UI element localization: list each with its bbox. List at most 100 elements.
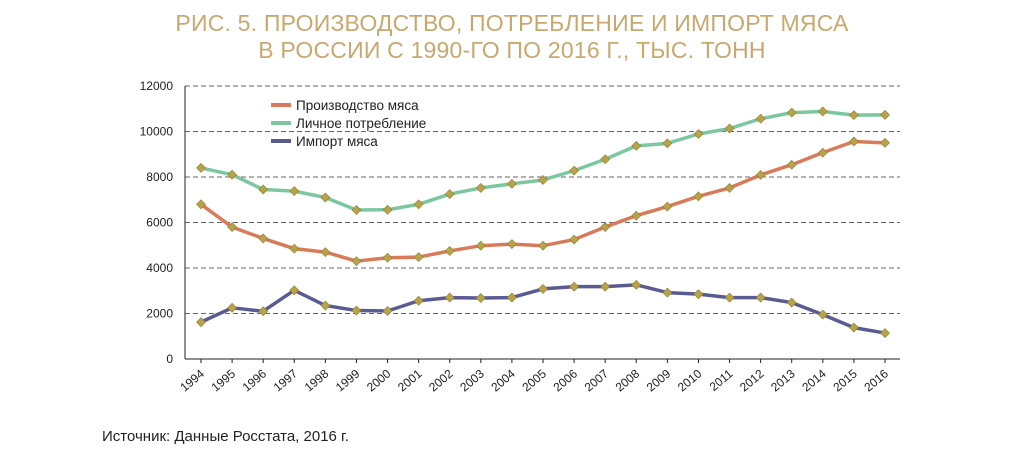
data-point <box>600 281 611 292</box>
data-point <box>289 243 300 254</box>
y-tick-label: 4000 <box>146 261 173 275</box>
data-point <box>880 137 890 148</box>
data-point <box>320 192 331 203</box>
data-point <box>258 233 269 244</box>
data-point <box>196 199 206 210</box>
x-tick-label: 2008 <box>613 366 643 394</box>
data-point <box>724 123 735 134</box>
data-point <box>227 302 238 313</box>
x-tick-label: 2006 <box>551 366 581 394</box>
data-point <box>382 252 393 263</box>
data-point <box>569 165 580 176</box>
data-point <box>444 189 455 199</box>
legend-label: Производство мяса <box>296 98 419 113</box>
data-point <box>475 182 486 193</box>
y-tick-label: 2000 <box>146 307 173 321</box>
data-point <box>444 292 455 303</box>
data-point <box>506 239 517 250</box>
data-point <box>880 328 890 338</box>
data-point <box>382 306 393 316</box>
data-point <box>880 109 890 120</box>
data-point <box>227 169 238 180</box>
data-point <box>631 210 642 221</box>
x-tick-label: 1994 <box>177 366 207 394</box>
x-tick-label: 2007 <box>582 366 612 394</box>
data-point <box>538 240 548 251</box>
data-point <box>786 159 797 170</box>
data-point <box>413 199 424 210</box>
data-point <box>413 252 424 263</box>
data-point <box>569 234 580 245</box>
data-point <box>320 300 331 311</box>
data-point <box>724 292 735 303</box>
data-point <box>351 256 362 267</box>
data-point <box>662 201 673 212</box>
data-point <box>755 113 766 124</box>
x-tick-label: 2002 <box>426 366 456 394</box>
x-tick-label: 2016 <box>861 366 891 394</box>
legend-label: Личное потребление <box>296 116 426 131</box>
data-point <box>817 106 828 117</box>
data-point <box>475 293 486 303</box>
data-point <box>289 186 300 197</box>
data-point <box>848 322 859 333</box>
x-tick-label: 1995 <box>209 366 239 394</box>
x-tick-label: 2015 <box>830 366 860 394</box>
data-point <box>351 305 362 316</box>
data-point <box>724 182 735 193</box>
data-point <box>258 306 269 317</box>
data-point <box>662 138 673 149</box>
data-point <box>196 162 206 173</box>
x-tick-label: 2001 <box>395 366 425 394</box>
x-tick-label: 2011 <box>707 366 736 394</box>
data-point <box>320 247 331 257</box>
y-tick-label: 10000 <box>140 125 174 139</box>
x-tick-label: 2012 <box>737 366 767 394</box>
data-point <box>289 285 300 296</box>
y-tick-label: 0 <box>166 352 173 366</box>
data-point <box>600 222 611 232</box>
x-tick-label: 2009 <box>644 366 674 394</box>
data-point <box>786 107 797 118</box>
source-note: Источник: Данные Росстата, 2016 г. <box>102 428 349 445</box>
data-point <box>693 129 704 139</box>
data-point <box>382 204 393 215</box>
data-point <box>258 184 269 195</box>
x-tick-label: 2014 <box>799 366 829 394</box>
data-point <box>538 175 548 185</box>
data-point <box>631 140 642 151</box>
x-tick-label: 2005 <box>519 366 549 394</box>
data-point <box>755 170 766 180</box>
chart-title-line-1: РИС. 5. ПРОИЗВОДСТВО, ПОТРЕБЛЕНИЕ И ИМПО… <box>175 10 849 36</box>
y-tick-label: 6000 <box>146 216 173 230</box>
data-point <box>662 287 673 298</box>
data-point <box>693 191 704 202</box>
x-tick-label: 2004 <box>488 366 518 394</box>
data-point <box>506 292 517 303</box>
chart-title-line-2: В РОССИИ С 1990-ГО ПО 2016 Г., ТЫС. ТОНН <box>258 37 766 63</box>
y-tick-label: 8000 <box>146 170 173 184</box>
data-point <box>693 289 704 300</box>
data-point <box>475 240 486 251</box>
data-point <box>600 154 611 165</box>
x-tick-label: 2003 <box>457 366 487 394</box>
data-point <box>227 222 238 232</box>
data-point <box>569 281 580 292</box>
x-tick-label: 1999 <box>333 366 363 394</box>
legend-label: Импорт мяса <box>296 134 378 149</box>
data-point <box>848 136 859 147</box>
data-point <box>817 147 828 158</box>
data-point <box>817 309 828 320</box>
data-point <box>538 284 548 294</box>
x-tick-label: 2000 <box>364 366 394 394</box>
data-point <box>848 110 859 121</box>
data-point <box>631 279 642 290</box>
data-point <box>755 292 766 303</box>
x-tick-label: 1996 <box>240 366 270 394</box>
chart-title: РИС. 5. ПРОИЗВОДСТВО, ПОТРЕБЛЕНИЕ И ИМПО… <box>0 10 1024 64</box>
data-point <box>506 178 517 189</box>
data-point <box>786 297 797 308</box>
data-point <box>413 295 424 306</box>
x-tick-label: 1998 <box>302 366 332 394</box>
